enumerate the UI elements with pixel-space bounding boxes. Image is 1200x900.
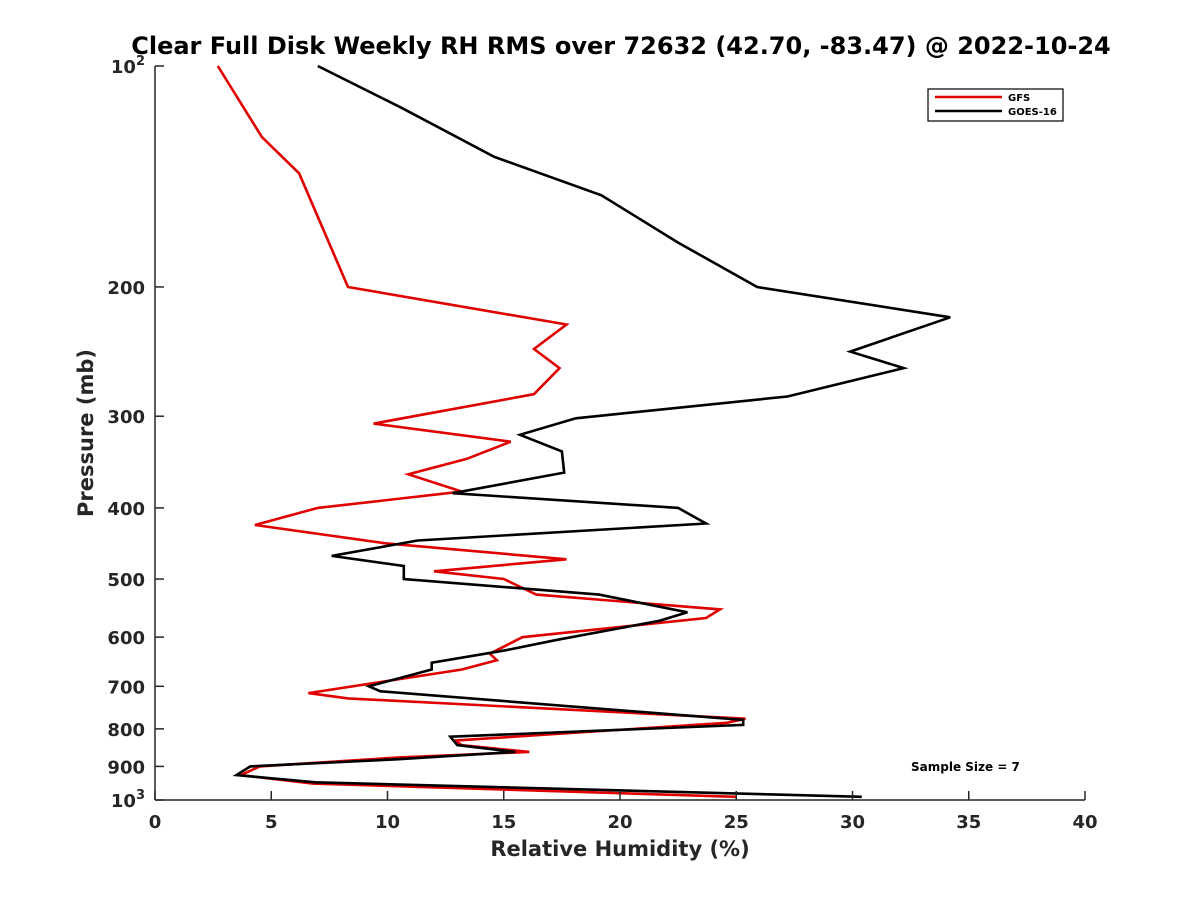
- legend: GFS GOES-16: [927, 88, 1064, 122]
- y-axis-label: Pressure (mb): [74, 349, 98, 517]
- y-tick-label: 102: [111, 54, 145, 78]
- y-tick-label: 700: [107, 677, 145, 698]
- x-tick-label: 30: [840, 812, 865, 833]
- x-tick-label: 20: [607, 812, 632, 833]
- x-tick-label: 40: [1072, 812, 1097, 833]
- y-tick-label: 103: [111, 788, 145, 812]
- sample-size-annotation: Sample Size = 7: [911, 760, 1020, 774]
- y-tick-label: 400: [107, 499, 145, 520]
- x-tick-label: 0: [149, 812, 162, 833]
- chart-title: Clear Full Disk Weekly RH RMS over 72632…: [131, 32, 1111, 60]
- legend-gfs-label: GFS: [1008, 93, 1030, 104]
- x-ticks: 0 5 10 15 20 25 30 35 40: [149, 791, 1098, 833]
- x-tick-label: 15: [491, 812, 516, 833]
- x-axis-label: Relative Humidity (%): [490, 837, 749, 861]
- x-tick-label: 10: [375, 812, 400, 833]
- y-tick-label: 900: [107, 757, 145, 778]
- legend-box: [927, 88, 1064, 122]
- x-tick-label: 35: [956, 812, 981, 833]
- series-line-goes-16: [232, 64, 951, 799]
- y-ticks: 102 200 300 400 500 600 700 800 900 103: [107, 54, 164, 812]
- y-tick-label: 500: [107, 570, 145, 591]
- y-tick-label: 300: [107, 407, 145, 428]
- plot-lines: [216, 64, 951, 799]
- x-tick-label: 5: [265, 812, 278, 833]
- y-tick-label: 600: [107, 628, 145, 649]
- y-tick-label: 200: [107, 278, 145, 299]
- x-tick-label: 25: [724, 812, 749, 833]
- legend-goes-label: GOES-16: [1008, 107, 1057, 118]
- y-tick-label: 800: [107, 720, 145, 741]
